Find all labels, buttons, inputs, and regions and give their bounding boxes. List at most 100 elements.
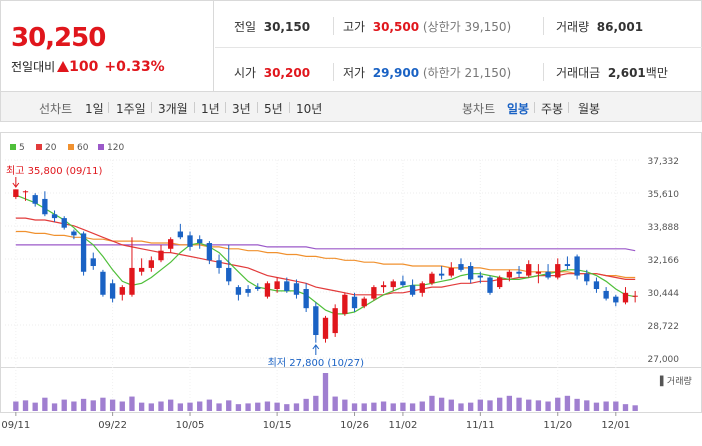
candle-body xyxy=(206,243,213,261)
tab-daily[interactable]: 일봉 xyxy=(507,102,530,116)
candle-body xyxy=(100,271,106,295)
divider xyxy=(543,63,544,81)
y-tick-label: 27,000 xyxy=(648,355,680,365)
volume-bar xyxy=(158,401,164,411)
chart-tabbar: 선차트 1일 1주일 3개월 1년 3년 5년 10년 봉차트 일봉 주봉 월봉 xyxy=(0,92,702,122)
candle-body xyxy=(584,273,590,282)
tab-monthly[interactable]: 월봉 xyxy=(578,102,601,116)
low-label: 저가 xyxy=(343,66,366,80)
up-arrow-icon xyxy=(312,344,320,355)
volume-bar xyxy=(197,401,203,411)
candle-body xyxy=(90,258,96,267)
divider xyxy=(534,102,535,113)
tab-1y[interactable]: 1년 xyxy=(201,102,220,116)
prev-label: 전일 xyxy=(234,20,257,34)
volume-bar xyxy=(303,398,309,411)
volume-bar xyxy=(458,403,464,411)
legend-ma60: 60 xyxy=(68,143,88,153)
lower-limit: (하한가 21,150) xyxy=(422,66,512,80)
divider xyxy=(151,102,152,113)
candle-chart-label: 봉차트 xyxy=(462,102,496,116)
volume-bar xyxy=(148,403,154,411)
volume-bar xyxy=(526,399,532,411)
volume-bar xyxy=(168,399,174,411)
divider xyxy=(543,17,544,35)
volume-bar xyxy=(564,395,571,411)
y-tick-label: 33,888 xyxy=(648,223,680,233)
candle-body xyxy=(148,260,154,268)
volume-bar xyxy=(332,396,338,411)
high-price: 고가 30,500 (상한가 39,150) xyxy=(343,18,511,35)
change-label: 전일대비 xyxy=(11,60,56,74)
up-arrow-icon xyxy=(57,61,70,72)
volume-bar xyxy=(477,399,483,411)
candle-body xyxy=(158,250,164,261)
x-tick-label: 10/05 xyxy=(176,420,205,431)
volume-bar xyxy=(603,401,609,411)
candle-body xyxy=(13,189,19,198)
volume-bar xyxy=(226,400,232,411)
volume-bar xyxy=(51,403,58,411)
volume-bar xyxy=(129,396,135,411)
chart-frame xyxy=(0,132,702,413)
tab-10y[interactable]: 10년 xyxy=(296,102,323,116)
line-chart-label: 선차트 xyxy=(39,102,73,116)
candle-body xyxy=(487,277,493,293)
trade-amount: 거래대금 2,601백만 xyxy=(556,64,668,81)
tab-3m[interactable]: 3개월 xyxy=(158,102,188,116)
tab-5y[interactable]: 5년 xyxy=(264,102,283,116)
volume-bar xyxy=(429,395,435,411)
tab-weekly[interactable]: 주봉 xyxy=(541,102,564,116)
tab-3y[interactable]: 3년 xyxy=(232,102,251,116)
candle-body xyxy=(61,218,67,228)
volume-bar xyxy=(32,402,38,411)
divider xyxy=(194,102,195,113)
candle-body xyxy=(255,287,261,290)
x-tick-label: 11/20 xyxy=(543,420,572,431)
volume-bar xyxy=(487,400,493,411)
candle-body xyxy=(235,287,242,295)
volume-bar xyxy=(138,402,145,411)
legend-swatch xyxy=(68,144,74,150)
candle-body xyxy=(467,266,474,280)
candle-body xyxy=(293,283,300,295)
candle-body xyxy=(284,281,290,291)
x-tick-label: 09/11 xyxy=(1,420,30,431)
legend-ma5: 5 xyxy=(10,143,25,153)
volume-bar xyxy=(61,399,67,411)
candle-body xyxy=(497,277,503,288)
amount-label: 거래대금 xyxy=(556,66,601,80)
candle-body xyxy=(80,233,87,272)
volume-bar xyxy=(177,403,184,411)
open-value: 30,200 xyxy=(263,66,311,80)
divider xyxy=(108,102,109,113)
volume-bar xyxy=(13,401,19,411)
volume-bar xyxy=(438,397,445,411)
volume-bar xyxy=(574,398,580,411)
volume-bar xyxy=(535,400,542,411)
candle-body xyxy=(168,239,174,249)
candle-body xyxy=(42,198,48,215)
x-tick-label: 11/11 xyxy=(466,420,495,431)
volume-bar xyxy=(313,395,319,411)
candle-body xyxy=(400,281,406,286)
tab-1d[interactable]: 1일 xyxy=(85,102,104,116)
candle-body xyxy=(574,256,580,276)
candle-body xyxy=(274,281,280,290)
ma20-line xyxy=(15,217,636,296)
ma120-line xyxy=(15,244,636,252)
candle-body xyxy=(622,292,629,303)
tab-1w[interactable]: 1주일 xyxy=(116,102,146,116)
candle-body xyxy=(419,283,425,293)
volume-bar xyxy=(448,399,454,411)
candle-body xyxy=(322,317,329,339)
y-tick-label: 37,332 xyxy=(648,157,680,167)
legend-swatch xyxy=(10,144,16,150)
volume-bar xyxy=(342,399,348,411)
candle-body xyxy=(448,267,454,276)
volume-bar xyxy=(187,402,193,411)
candle-body xyxy=(380,285,387,288)
high-annotation: 최고 35,800 (09/11) xyxy=(6,165,102,177)
change-value: 100 xyxy=(69,59,99,75)
candle-body xyxy=(303,289,309,309)
